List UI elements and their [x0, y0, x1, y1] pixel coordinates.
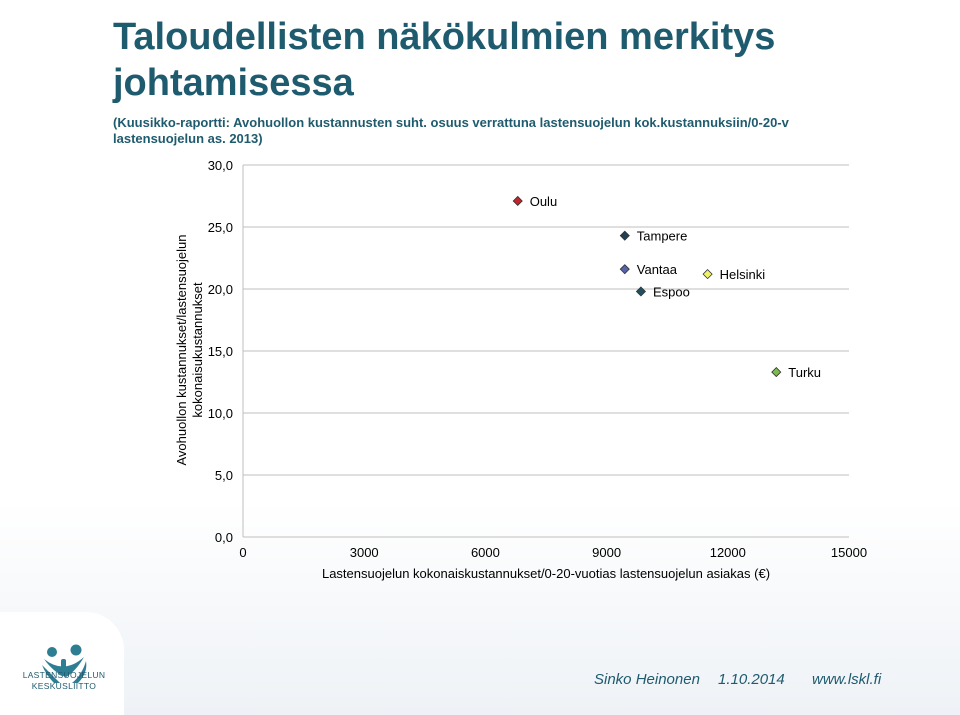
data-label-tampere: Tampere	[637, 229, 688, 244]
data-label-helsinki: Helsinki	[720, 267, 766, 282]
logo-text-line1: LASTENSUOJELUN	[22, 670, 106, 680]
data-label-vantaa: Vantaa	[637, 262, 678, 277]
x-tick-label: 6000	[471, 545, 500, 560]
y-tick-label: 30,0	[208, 158, 233, 173]
slide-subtitle: (Kuusikko-raportti: Avohuollon kustannus…	[113, 115, 789, 146]
y-tick-label: 0,0	[215, 530, 233, 545]
data-point-turku	[771, 367, 782, 378]
y-tick-label: 5,0	[215, 468, 233, 483]
data-point-oulu	[512, 195, 523, 207]
footer-author: Sinko Heinonen	[594, 671, 700, 688]
x-tick-label: 0	[239, 545, 246, 560]
data-point-espoo	[635, 286, 647, 297]
data-point-helsinki	[702, 269, 713, 280]
data-points: Oulu Tampere Vantaa Espoo Helsinki Turku	[512, 194, 821, 380]
y-tick-label: 20,0	[208, 282, 233, 297]
x-tick-labels: 0 3000 6000 9000 12000 15000	[239, 545, 867, 560]
data-label-oulu: Oulu	[530, 194, 557, 209]
y-axis-title-line: Avohuollon kustannukset/lastensuojelun	[174, 234, 189, 465]
scatter-chart: 0,0 5,0 10,0 15,0 20,0 25,0 30,0 0 3000 6000 9000…	[174, 158, 867, 581]
logo-wordmark: LASTENSUOJELUN KESKUSLIITTO	[14, 670, 114, 692]
lskl-logo-icon	[42, 644, 87, 683]
data-label-espoo: Espoo	[653, 284, 690, 299]
footer-date: 1.10.2014	[718, 671, 785, 688]
y-tick-label: 25,0	[208, 220, 233, 235]
logo-text-line2: KESKUSLIITTO	[31, 681, 97, 691]
y-tick-labels: 0,0 5,0 10,0 15,0 20,0 25,0 30,0	[208, 158, 233, 545]
x-tick-label: 12000	[710, 545, 746, 560]
data-label-turku: Turku	[788, 365, 821, 380]
y-axis-title: Avohuollon kustannukset/lastensuojelun ko…	[174, 234, 205, 465]
y-tick-label: 10,0	[208, 406, 233, 421]
x-tick-label: 3000	[350, 545, 379, 560]
y-axis-title-line: kokonaisukustannukset	[190, 282, 205, 418]
x-tick-label: 9000	[592, 545, 621, 560]
slide-title: Taloudellisten näkökulmien merkitys joht…	[113, 16, 776, 104]
data-point-vantaa	[619, 264, 630, 275]
x-tick-label: 15000	[831, 545, 867, 560]
y-tick-label: 15,0	[208, 344, 233, 359]
footer-website[interactable]: www.lskl.fi	[812, 671, 882, 688]
chart-gridlines	[243, 164, 849, 538]
data-point-tampere	[619, 230, 630, 241]
x-axis-title: Lastensuojelun kokonaiskustannukset/0-20…	[322, 566, 770, 581]
